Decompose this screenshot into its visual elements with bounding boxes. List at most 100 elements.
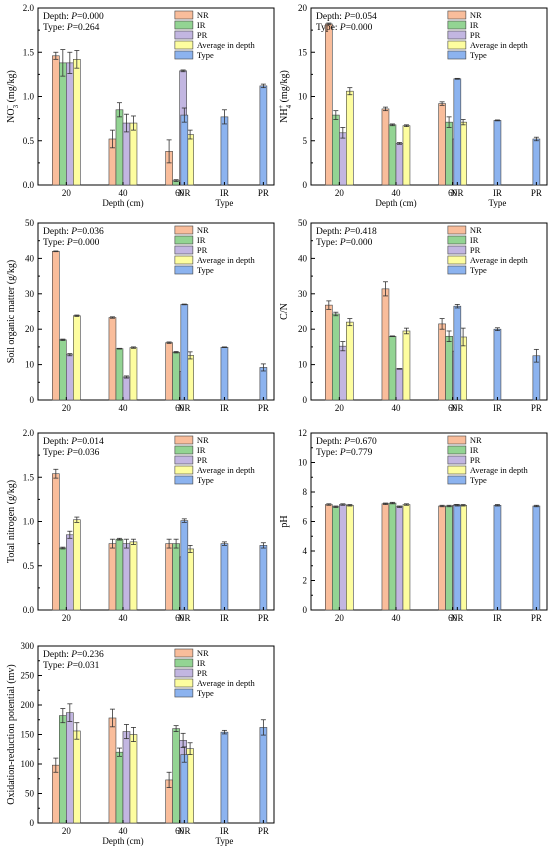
legend-label-ir: IR [197, 20, 206, 30]
y-axis-label-unit: (mg/kg) [279, 70, 290, 105]
legend-swatch-ir [174, 20, 194, 30]
y-tick-label: 15 [298, 47, 308, 57]
x-tick-label-depth: 40 [118, 826, 128, 836]
x-tick-label-depth: 60 [448, 613, 458, 623]
bar-nr-40 [381, 503, 390, 611]
chart-panel-7: 0 50 100 150 200 250 300 Oxidation-reduction po… [6, 641, 275, 846]
bar-nr-20 [52, 764, 60, 824]
bar-average-in-depth-40 [129, 122, 138, 186]
legend-swatch-nr [174, 10, 194, 20]
bar-type-ir [220, 116, 229, 186]
y-tick-label: 40 [25, 253, 35, 263]
y-axis-label-sub: 4 [285, 104, 293, 108]
bar-ir-20 [59, 715, 67, 824]
y-tick-label: 5 [303, 136, 308, 146]
bar-nr-60 [438, 323, 446, 401]
bar-type-ir [220, 543, 229, 611]
legend-swatch-type [447, 50, 467, 60]
y-tick-label: 10 [25, 360, 35, 370]
bar-type-pr [532, 505, 541, 611]
legend-label-average-in-depth: Average in depth [470, 255, 529, 265]
x-tick-label-depth: 60 [175, 613, 185, 623]
y-tick-label: 1.5 [23, 47, 35, 57]
x-axis-label-type: Type [489, 198, 507, 208]
bar-nr-60 [165, 342, 173, 401]
bar-ir-40 [388, 335, 397, 401]
x-tick-label-type: IR [493, 188, 502, 198]
bar-ir-60 [445, 335, 453, 401]
y-tick-label: 2.0 [23, 3, 35, 13]
x-tick-label-depth: 40 [391, 613, 401, 623]
stat-annotation: Depth: P=0.014 [43, 437, 104, 447]
x-tick-label-type: NR [178, 613, 191, 623]
stat-annotation: Type: P=0.036 [43, 448, 100, 458]
bar-pr-40 [395, 506, 404, 611]
y-axis-label: C/N [279, 303, 290, 320]
legend-swatch-average-in-depth [174, 678, 194, 688]
x-tick-label-type: IR [220, 403, 229, 413]
legend-swatch-average-in-depth [174, 255, 194, 265]
y-axis-label-base: NH [279, 108, 290, 122]
legend-swatch-average-in-depth [447, 40, 467, 50]
legend-swatch-type [174, 265, 194, 275]
legend-swatch-type [447, 475, 467, 485]
bar-pr-20 [66, 62, 74, 186]
legend-swatch-pr [447, 455, 467, 465]
x-tick-label-depth: 20 [62, 826, 72, 836]
legend-swatch-type [174, 50, 194, 60]
legend-swatch-ir [174, 658, 194, 668]
x-axis-label-depth: Depth (cm) [102, 198, 143, 208]
bar-ir-40 [388, 124, 397, 186]
legend-swatch-nr [174, 225, 194, 235]
bar-ir-20 [332, 114, 340, 186]
y-axis-label: NH4+ (mg/kg) [277, 70, 293, 123]
y-tick-label: 0 [303, 605, 308, 615]
legend-label-type: Type [470, 265, 487, 275]
y-tick-label: 2.0 [23, 428, 35, 438]
y-tick-label: 0.5 [23, 561, 35, 571]
x-tick-label-type: PR [531, 188, 542, 198]
x-tick-label-type: PR [258, 188, 269, 198]
bar-average-in-depth-20 [73, 315, 81, 401]
legend-label-type: Type [197, 475, 214, 485]
y-tick-label: 20 [25, 324, 35, 334]
legend-swatch-nr [174, 435, 194, 445]
legend-label-pr: PR [470, 455, 481, 465]
x-tick-label-depth: 20 [335, 403, 345, 413]
y-tick-label: 1.0 [23, 92, 35, 102]
legend-label-nr: NR [470, 225, 482, 235]
legend-label-type: Type [197, 688, 214, 698]
bar-ir-60 [445, 121, 453, 186]
legend-swatch-pr [174, 30, 194, 40]
bar-average-in-depth-20 [73, 730, 81, 824]
legend-swatch-pr [174, 245, 194, 255]
legend-swatch-average-in-depth [447, 465, 467, 475]
stat-annotation: Type: P=0.000 [43, 238, 100, 248]
legend-swatch-ir [174, 445, 194, 455]
legend-label-nr: NR [197, 648, 209, 658]
legend-label-average-in-depth: Average in depth [197, 678, 256, 688]
y-tick-label: 10 [298, 92, 308, 102]
y-tick-label: 10 [298, 458, 308, 468]
legend-label-nr: NR [197, 10, 209, 20]
bar-nr-20 [52, 55, 60, 186]
bar-average-in-depth-20 [346, 504, 354, 611]
y-tick-label: 0 [30, 395, 35, 405]
legend-swatch-pr [174, 668, 194, 678]
legend-label-type: Type [197, 50, 214, 60]
bar-average-in-depth-20 [346, 90, 354, 186]
x-axis-label-depth: Depth (cm) [102, 836, 143, 846]
bar-ir-40 [115, 538, 124, 611]
x-tick-label-depth: 40 [118, 188, 128, 198]
bar-pr-40 [122, 543, 131, 611]
y-tick-label: 0 [30, 818, 35, 828]
stat-annotation: Type: P=0.264 [43, 23, 100, 33]
x-tick-label-type: NR [451, 188, 464, 198]
legend-label-ir: IR [197, 445, 206, 455]
bar-type-ir [493, 120, 502, 186]
y-tick-label: 30 [298, 289, 308, 299]
bar-ir-20 [332, 506, 340, 611]
